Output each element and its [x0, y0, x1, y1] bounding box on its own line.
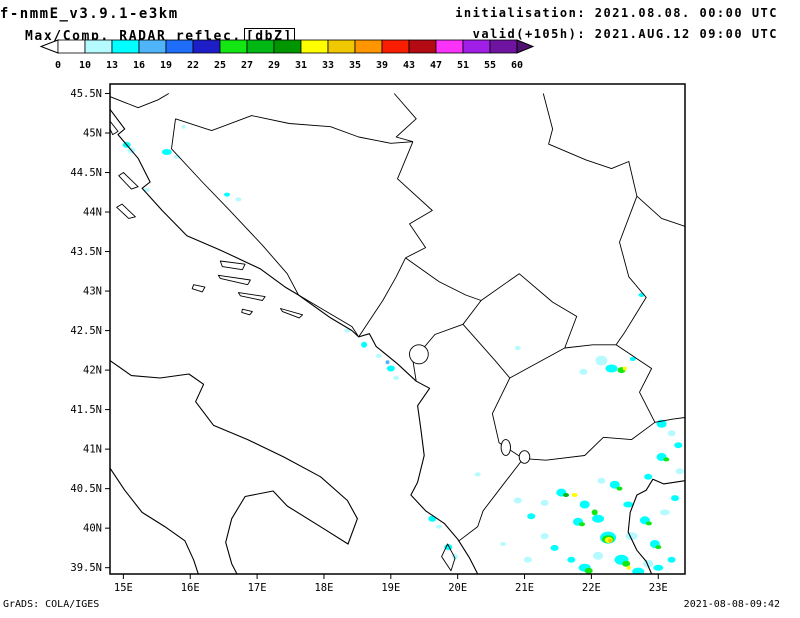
svg-text:15E: 15E [114, 582, 133, 594]
svg-text:22E: 22E [582, 582, 601, 594]
svg-text:10: 10 [79, 60, 91, 71]
creation-timestamp: 2021-08-08-09:42 [683, 599, 780, 610]
under-range-arrow [39, 39, 59, 54]
svg-text:43: 43 [403, 60, 415, 71]
svg-text:51: 51 [457, 60, 469, 71]
svg-text:44N: 44N [83, 207, 102, 219]
svg-text:40N: 40N [83, 523, 102, 535]
svg-text:35: 35 [349, 60, 361, 71]
reflectivity-colorbar: 0 10 13 16 19 22 25 27 29 31 33 35 39 43 47 51 55 60 [39, 39, 535, 71]
svg-text:47: 47 [430, 60, 442, 71]
svg-text:23E: 23E [649, 582, 668, 594]
svg-text:19E: 19E [381, 582, 400, 594]
svg-text:44.5N: 44.5N [70, 167, 102, 179]
svg-text:42N: 42N [83, 365, 102, 377]
svg-text:45N: 45N [83, 128, 102, 140]
coastlines-borders [110, 93, 685, 574]
svg-text:43N: 43N [83, 286, 102, 298]
svg-text:22: 22 [187, 60, 199, 71]
axis-labels: 15E 16E 17E 18E 19E 20E 21E 22E 23E 39.5N 40N 40.5N… [70, 88, 667, 594]
svg-text:33: 33 [322, 60, 334, 71]
map-plot: 15E 16E 17E 18E 19E 20E 21E 22E 23E 39.5N 40N 40.5N… [70, 83, 686, 594]
svg-text:0: 0 [55, 60, 61, 71]
svg-text:21E: 21E [515, 582, 534, 594]
svg-text:42.5N: 42.5N [70, 325, 102, 337]
model-title: rf-nmmE_v3.9.1-e3km [0, 6, 179, 22]
svg-text:43.5N: 43.5N [70, 246, 102, 258]
svg-text:27: 27 [241, 60, 253, 71]
grads-credit: GrADS: COLA/IGES [3, 599, 100, 610]
svg-text:20E: 20E [448, 582, 467, 594]
svg-text:45.5N: 45.5N [70, 88, 102, 100]
radar-echoes [122, 124, 684, 574]
svg-text:40.5N: 40.5N [70, 483, 102, 495]
svg-text:55: 55 [484, 60, 496, 71]
run-info: initialisation: 2021.08.08. 00:00 UTC va… [455, 6, 778, 41]
svg-text:16: 16 [133, 60, 145, 71]
svg-text:39: 39 [376, 60, 388, 71]
svg-text:18E: 18E [314, 582, 333, 594]
svg-text:41N: 41N [83, 444, 102, 456]
svg-text:19: 19 [160, 60, 172, 71]
valid-time-text: valid(+105h): 2021.AUG.12 09:00 UTC [472, 27, 778, 41]
svg-text:17E: 17E [248, 582, 267, 594]
svg-text:31: 31 [295, 60, 307, 71]
initialisation-text: initialisation: 2021.08.08. 00:00 UTC [455, 6, 778, 20]
svg-text:16E: 16E [181, 582, 200, 594]
over-range-arrow [516, 39, 535, 54]
map-frame [109, 83, 686, 575]
svg-text:60: 60 [511, 60, 523, 71]
svg-text:41.5N: 41.5N [70, 404, 102, 416]
svg-text:39.5N: 39.5N [70, 562, 102, 574]
svg-text:29: 29 [268, 60, 280, 71]
svg-text:25: 25 [214, 60, 226, 71]
svg-text:13: 13 [106, 60, 118, 71]
